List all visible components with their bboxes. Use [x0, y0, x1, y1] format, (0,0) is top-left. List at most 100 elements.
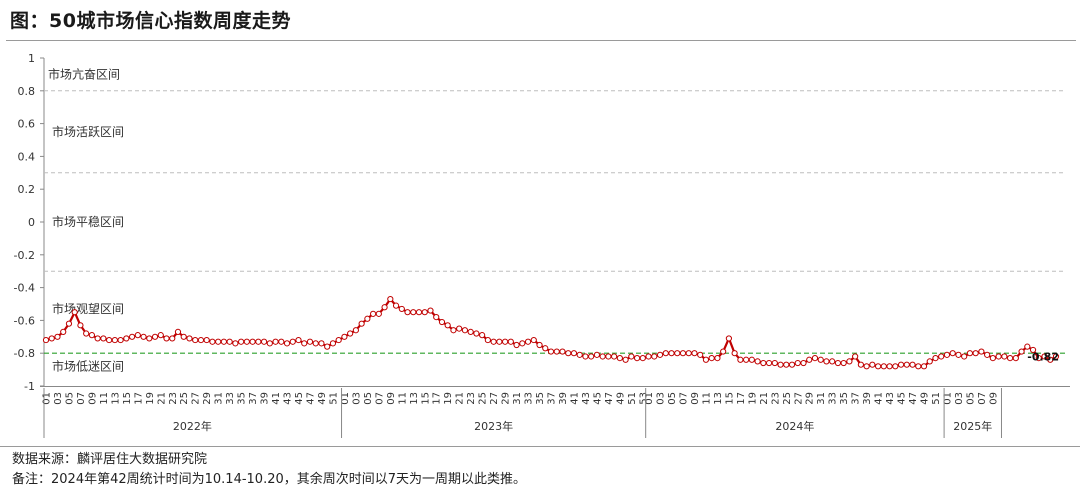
- data-point: [410, 309, 417, 316]
- data-point: [1024, 343, 1031, 350]
- data-point: [77, 322, 84, 329]
- data-point: [352, 327, 359, 334]
- data-point: [71, 309, 78, 316]
- x-tick-label: 29: [805, 392, 816, 405]
- data-point: [811, 355, 819, 362]
- x-tick-label: 51: [328, 392, 339, 405]
- data-point: [404, 309, 411, 316]
- data-point: [157, 332, 164, 339]
- data-point: [186, 335, 193, 342]
- data-point: [180, 333, 187, 340]
- zone-label: 市场亢奋区间: [48, 66, 120, 81]
- x-tick-label: 15: [122, 392, 133, 405]
- data-point: [1001, 353, 1008, 360]
- data-point: [662, 350, 669, 357]
- data-point: [639, 355, 646, 362]
- data-point: [490, 338, 497, 345]
- data-point: [1041, 353, 1048, 360]
- data-point: [588, 353, 595, 360]
- data-point: [289, 338, 296, 345]
- data-point: [679, 350, 687, 357]
- data-point: [174, 328, 182, 335]
- data-point: [220, 338, 227, 345]
- data-point: [915, 363, 922, 370]
- data-point: [593, 351, 601, 358]
- data-point: [961, 353, 968, 360]
- x-tick-label: 15: [724, 392, 735, 405]
- x-tick-label: 05: [363, 392, 374, 405]
- data-point: [106, 336, 113, 344]
- x-tick-label: 03: [656, 392, 667, 405]
- data-point: [748, 356, 755, 363]
- x-tick-label: 03: [53, 392, 64, 405]
- y-tick-label: 0.8: [18, 85, 36, 98]
- data-point: [846, 358, 853, 365]
- data-point: [886, 363, 893, 370]
- x-tick-label: 23: [168, 392, 179, 405]
- data-point: [668, 350, 675, 357]
- data-point: [301, 340, 308, 347]
- x-tick-label: 43: [885, 392, 896, 405]
- x-tick-label: 21: [759, 392, 770, 405]
- x-tick-label: 23: [466, 392, 477, 405]
- data-point: [60, 328, 67, 335]
- x-tick-label: 17: [432, 392, 443, 405]
- x-tick-label: 15: [420, 392, 431, 405]
- data-point: [978, 348, 985, 355]
- data-point: [278, 338, 285, 345]
- data-point: [1029, 346, 1037, 354]
- data-point: [949, 350, 956, 357]
- line-chart: 1 0.8 0.6 0.4 0.2 0 -0.2 -0.4 -0.6 -0.8 -1 市场亢奋区间市场…: [14, 52, 1070, 438]
- data-point: [972, 350, 979, 357]
- data-point: [754, 358, 761, 365]
- data-point: [920, 363, 928, 370]
- data-point: [42, 336, 50, 344]
- x-tick-label: 51: [627, 392, 638, 405]
- x-tick-label: 43: [581, 392, 592, 405]
- data-point: [266, 340, 273, 347]
- data-point: [260, 338, 268, 345]
- x-tick-label: 11: [701, 392, 712, 405]
- x-tick-label: 33: [524, 392, 535, 405]
- series-line: [45, 298, 1057, 368]
- data-point: [415, 309, 423, 316]
- data-point: [375, 310, 382, 317]
- data-point: [484, 336, 491, 344]
- x-tick-label: 09: [87, 392, 98, 405]
- x-tick-label: 07: [977, 392, 988, 405]
- data-point: [111, 336, 118, 344]
- data-point: [932, 355, 939, 362]
- data-point: [329, 340, 337, 347]
- data-point: [1047, 356, 1054, 363]
- data-point: [897, 361, 905, 368]
- x-tick-label: 05: [965, 392, 976, 405]
- data-point: [341, 333, 348, 340]
- data-point: [794, 359, 801, 367]
- year-label: 2024年: [775, 419, 814, 433]
- data-point: [834, 359, 842, 367]
- data-point: [88, 332, 96, 339]
- x-tick-label: 25: [179, 392, 190, 405]
- data-point: [536, 341, 543, 349]
- data-point: [54, 333, 61, 340]
- data-point: [134, 332, 141, 339]
- data-point: [880, 363, 887, 370]
- data-point: [989, 355, 996, 362]
- x-tick-label: 27: [793, 392, 804, 405]
- data-point: [1052, 353, 1060, 360]
- x-tick-label: 45: [897, 392, 908, 405]
- x-tick-label: 21: [156, 392, 167, 405]
- data-point: [576, 351, 583, 358]
- x-tick-label: 49: [615, 392, 626, 405]
- x-tick-label: 25: [478, 392, 489, 405]
- data-point: [852, 353, 859, 360]
- data-point: [926, 358, 933, 365]
- data-point: [800, 359, 807, 367]
- zone-label: 市场活跃区间: [52, 124, 124, 139]
- data-point: [697, 351, 704, 358]
- data-point: [524, 338, 532, 345]
- x-tick-label: 47: [604, 392, 615, 405]
- data-point: [542, 345, 549, 352]
- data-point: [232, 340, 239, 347]
- data-point: [370, 310, 377, 317]
